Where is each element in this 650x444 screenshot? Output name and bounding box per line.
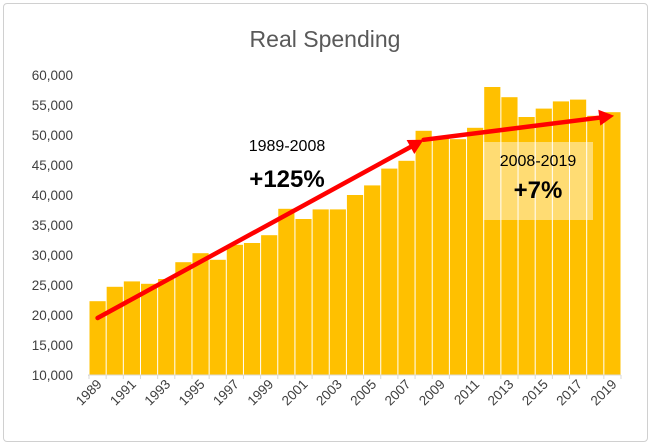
bar-1998 — [243, 243, 261, 375]
bar-2011 — [467, 127, 484, 375]
chart-title: Real Spending — [250, 26, 401, 52]
y-tick-label: 10,000 — [32, 368, 73, 383]
y-tick-label: 15,000 — [32, 338, 73, 353]
bar-2018 — [587, 115, 604, 376]
chart: Real Spending 10,000 15,000 20,000 25,000 30… — [32, 26, 622, 409]
trend-arrow-1-head — [406, 139, 424, 154]
trend-arrow-2-shaft — [421, 115, 602, 143]
x-tick-label: 1995 — [176, 377, 208, 409]
bar-2008 — [415, 130, 432, 375]
annotation-2-range: 2008-2019 — [500, 153, 577, 170]
y-tick-label: 40,000 — [32, 188, 73, 203]
bar-2012 — [484, 87, 501, 375]
bar-1992 — [140, 283, 158, 375]
y-tick-label: 45,000 — [32, 158, 73, 173]
bar-1999 — [261, 235, 278, 375]
trend-arrow-1-shaft — [95, 144, 413, 321]
bar-2004 — [346, 195, 364, 375]
x-tick-label: 2003 — [313, 377, 345, 409]
x-tick-label: 2015 — [519, 377, 551, 409]
bar-series — [89, 87, 621, 376]
x-tick-label: 1993 — [141, 377, 173, 409]
bar-1996 — [209, 259, 226, 375]
bar-1993 — [158, 279, 175, 375]
bar-2014 — [518, 117, 535, 375]
y-tick-label: 30,000 — [32, 248, 73, 263]
bar-2015 — [535, 108, 552, 375]
x-tick-label: 1991 — [107, 377, 139, 409]
y-tick-label: 25,000 — [32, 278, 73, 293]
bar-2009 — [432, 138, 449, 375]
y-tick-label: 55,000 — [32, 98, 73, 113]
bar-2001 — [295, 219, 312, 375]
bar-2010 — [449, 139, 467, 375]
bar-2013 — [501, 97, 518, 375]
y-tick-label: 50,000 — [32, 128, 73, 143]
x-axis: 1989 1991 1993 1995 1997 1999 2001 2003 2005 2007… — [73, 375, 622, 409]
bar-1994 — [175, 262, 192, 375]
annotation-1-range: 1989-2008 — [249, 138, 326, 155]
x-tick-label: 2005 — [347, 377, 379, 409]
bar-1990 — [106, 286, 123, 375]
bar-2017 — [570, 99, 587, 375]
y-axis: 10,000 15,000 20,000 25,000 30,000 35,000 40,0… — [32, 68, 73, 383]
bar-1991 — [123, 281, 140, 375]
y-tick-label: 35,000 — [32, 218, 73, 233]
bar-1995 — [192, 253, 209, 375]
annotation-1-change: +125% — [249, 166, 324, 193]
bar-2000 — [278, 208, 295, 375]
y-tick-label: 60,000 — [32, 68, 73, 83]
x-tick-label: 2019 — [588, 377, 620, 409]
bar-2007 — [398, 160, 415, 375]
x-tick-label: 1999 — [244, 377, 276, 409]
x-tick-label: 2009 — [416, 377, 448, 409]
bar-2002 — [312, 209, 329, 375]
trend-arrows — [95, 109, 615, 321]
trend-arrow-2-head — [598, 109, 615, 126]
bar-2003 — [329, 209, 346, 375]
x-tick-label: 1989 — [73, 377, 105, 409]
y-tick-label: 20,000 — [32, 308, 73, 323]
annotation-2-change: +7% — [514, 177, 563, 204]
x-tick-label: 2011 — [451, 377, 482, 408]
x-tick-label: 2017 — [553, 377, 585, 409]
annotation-2-backdrop — [483, 142, 593, 220]
x-tick-label: 2007 — [382, 377, 414, 409]
bar-2005 — [364, 185, 381, 375]
x-tick-label: 1997 — [210, 377, 242, 409]
bar-1997 — [226, 244, 243, 375]
chart-frame: Real Spending 10,000 15,000 20,000 25,000 30… — [3, 3, 648, 442]
bar-2016 — [552, 101, 570, 376]
bar-1989 — [89, 301, 106, 375]
x-tick-label: 2013 — [485, 377, 517, 409]
bar-2006 — [381, 168, 398, 375]
x-tick-label: 2001 — [279, 377, 311, 409]
bar-2019 — [604, 112, 621, 375]
